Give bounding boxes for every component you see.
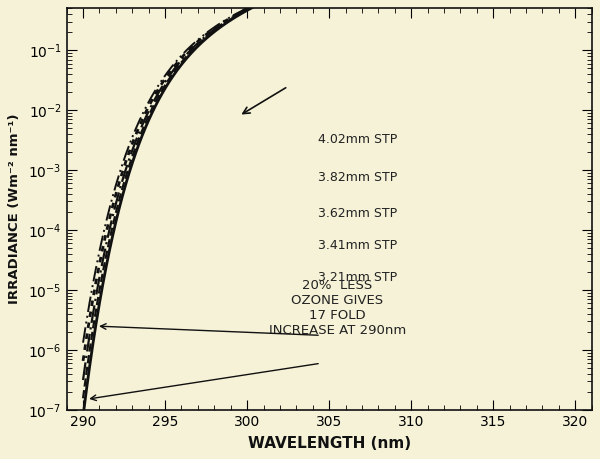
Text: 3.21mm STP: 3.21mm STP <box>317 271 397 284</box>
Text: 4.02mm STP: 4.02mm STP <box>317 133 397 146</box>
Y-axis label: IRRADIANCE (Wm⁻² nm⁻¹): IRRADIANCE (Wm⁻² nm⁻¹) <box>8 114 22 304</box>
Text: 20%  LESS
OZONE GIVES
17 FOLD
INCREASE AT 290nm: 20% LESS OZONE GIVES 17 FOLD INCREASE AT… <box>269 279 406 337</box>
Text: 3.82mm STP: 3.82mm STP <box>317 171 397 184</box>
X-axis label: WAVELENGTH (nm): WAVELENGTH (nm) <box>248 436 411 451</box>
Text: 3.41mm STP: 3.41mm STP <box>317 239 397 252</box>
Text: 3.62mm STP: 3.62mm STP <box>317 207 397 220</box>
